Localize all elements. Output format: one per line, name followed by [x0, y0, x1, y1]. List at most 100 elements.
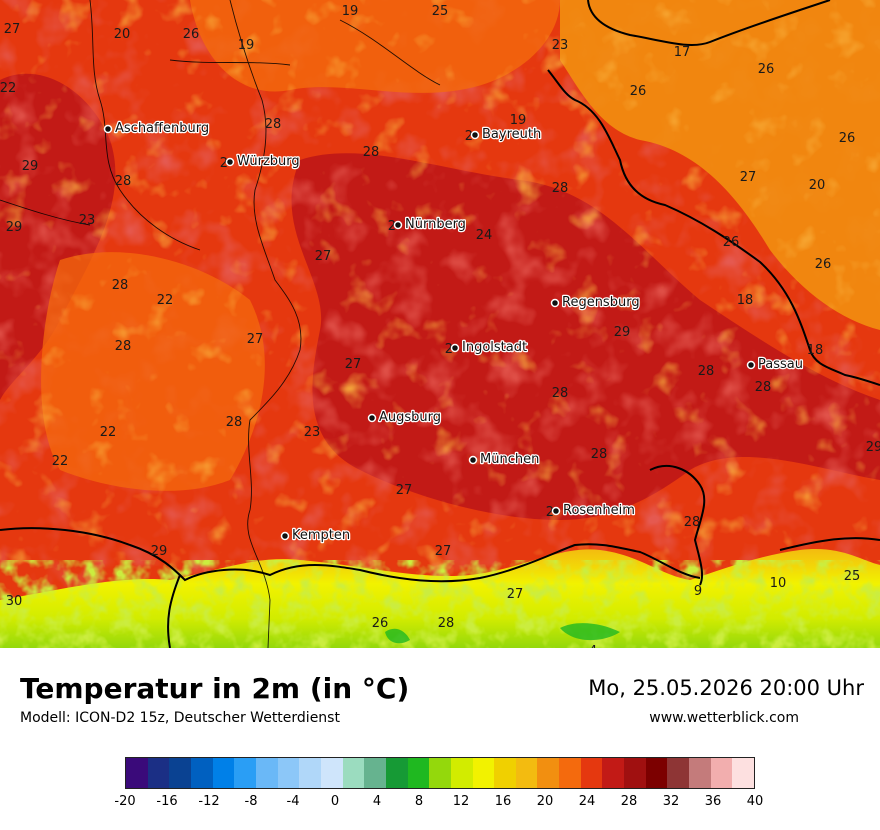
- map-temperature-value: 28: [755, 380, 772, 395]
- map-temperature-value: 28: [115, 339, 132, 354]
- map-temperature-value: 23: [304, 425, 321, 440]
- scale-swatch: [624, 758, 646, 788]
- map-temperature-value: 27: [507, 587, 524, 602]
- city-dot: [280, 531, 290, 541]
- map-temperature-value: 28: [115, 174, 132, 189]
- scale-tick-label: -16: [156, 794, 178, 809]
- scale-tick-label: 20: [536, 794, 554, 809]
- map-temperature-value: 28: [552, 181, 569, 196]
- scale-swatch: [407, 758, 430, 788]
- scale-swatch: [710, 758, 733, 788]
- scale-swatch: [255, 758, 278, 788]
- map-temperature-value: 28: [265, 117, 282, 132]
- scale-tick-label: 4: [372, 794, 382, 809]
- map-temperature-value: 28: [698, 364, 715, 379]
- map-temperature-value: 28: [112, 278, 129, 293]
- scale-swatch: [559, 758, 581, 788]
- city-label: Ingolstadt: [462, 340, 527, 355]
- map-temperature-value: 22: [0, 81, 16, 96]
- scale-swatch: [537, 758, 560, 788]
- map-temperature-value: 19: [342, 4, 359, 19]
- alps-valley-green: [385, 623, 620, 644]
- city-temperature-value: 2: [546, 505, 554, 520]
- map-temperature-value: 29: [614, 325, 631, 340]
- scale-swatch: [580, 758, 603, 788]
- map-temperature-value: 26: [839, 131, 856, 146]
- city-dot: [393, 220, 403, 230]
- map-temperature-value: 26: [372, 616, 389, 631]
- scale-tick-label: -12: [198, 794, 220, 809]
- city-marker: Regensburg: [550, 294, 641, 311]
- map-temperature-value: 29: [6, 220, 23, 235]
- scale-tick-label: 0: [330, 794, 340, 809]
- scale-swatch: [645, 758, 668, 788]
- valid-datetime: Mo, 25.05.2026 20:00 Uhr: [588, 676, 864, 700]
- city-dot: [746, 360, 756, 370]
- map-temperature-value: 23: [79, 213, 96, 228]
- map-temperature-value: 26: [815, 257, 832, 272]
- scale-swatch: [472, 758, 495, 788]
- scale-swatch: [732, 758, 755, 788]
- map-temperature-value: 29: [151, 544, 168, 559]
- city-marker: München: [468, 451, 541, 468]
- city-label: Aschaffenburg: [115, 121, 209, 136]
- scale-tick-label: -20: [114, 794, 136, 809]
- scale-swatch: [602, 758, 625, 788]
- map-temperature-value: 28: [552, 386, 569, 401]
- scale-swatch: [429, 758, 451, 788]
- website-link[interactable]: www.wetterblick.com: [649, 710, 799, 726]
- city-dot: [367, 413, 377, 423]
- map-temperature-value: 25: [844, 569, 861, 584]
- scale-tick-label: -4: [286, 794, 300, 809]
- map-temperature-value: 4: [589, 644, 597, 648]
- scale-tick-label: 24: [578, 794, 596, 809]
- city-marker: Augsburg: [367, 409, 442, 426]
- city-marker: 2 Ingolstadt: [445, 339, 529, 357]
- scale-swatch: [342, 758, 365, 788]
- scale-swatch: [277, 758, 300, 788]
- map-temperature-value: 27: [247, 332, 264, 347]
- scale-tick-label: 8: [414, 794, 424, 809]
- scale-swatch: [450, 758, 473, 788]
- scale-swatch: [494, 758, 516, 788]
- map-cities: Aschaffenburg 2 Würzburg 2 Bayreuth 2 Nürnberg…: [103, 120, 804, 544]
- map-temperature-value: 19: [510, 113, 527, 128]
- map-temperature-value: 30: [6, 594, 23, 609]
- map-temperature-value: 26: [183, 27, 200, 42]
- scale-tick-label: 28: [620, 794, 638, 809]
- scale-swatch: [667, 758, 690, 788]
- scale-swatch: [212, 758, 235, 788]
- city-dot: [550, 298, 560, 308]
- scale-tick-label: 16: [494, 794, 512, 809]
- city-label: Augsburg: [379, 410, 441, 425]
- scale-swatch: [515, 758, 538, 788]
- map-temperature-value: 22: [157, 293, 174, 308]
- color-scale-bar: [125, 757, 755, 789]
- city-label: Bayreuth: [482, 127, 541, 142]
- scale-tick-label: -8: [244, 794, 258, 809]
- city-dot: [103, 124, 113, 134]
- scale-swatch: [126, 758, 148, 788]
- map-temperature-value: 27: [740, 170, 757, 185]
- city-dot: [468, 455, 478, 465]
- city-label: München: [480, 452, 539, 467]
- city-label: Passau: [758, 357, 803, 372]
- city-marker: Aschaffenburg: [103, 120, 210, 137]
- map-temperature-value: 19: [238, 38, 255, 53]
- map-temperature-value: 17: [674, 45, 691, 60]
- scale-swatch: [320, 758, 343, 788]
- model-source: Modell: ICON-D2 15z, Deutscher Wetterdie…: [20, 710, 340, 726]
- city-label: Würzburg: [237, 154, 300, 169]
- city-label: Regensburg: [562, 295, 640, 310]
- city-label: Rosenheim: [563, 503, 635, 518]
- scale-swatch: [234, 758, 256, 788]
- city-marker: 2 Würzburg: [220, 153, 301, 171]
- map-temperature-value: 27: [345, 357, 362, 372]
- scale-tick-label: 12: [452, 794, 470, 809]
- city-label: Kempten: [292, 528, 350, 543]
- scale-swatch: [364, 758, 386, 788]
- city-marker: Kempten: [280, 527, 351, 544]
- city-marker: 2 Bayreuth: [465, 126, 543, 144]
- map-temperature-value: 27: [435, 544, 452, 559]
